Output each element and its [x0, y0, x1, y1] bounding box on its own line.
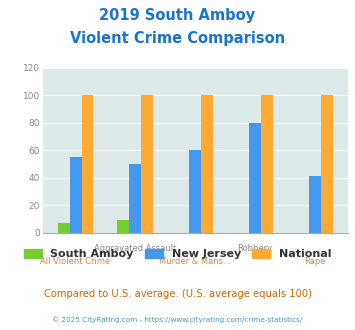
Bar	[82, 95, 93, 233]
Bar	[261, 95, 273, 233]
Bar	[58, 223, 70, 233]
Text: Compared to U.S. average. (U.S. average equals 100): Compared to U.S. average. (U.S. average …	[44, 289, 311, 299]
Bar	[201, 95, 213, 233]
Bar	[309, 176, 321, 233]
Legend: South Amboy, New Jersey, National: South Amboy, New Jersey, National	[20, 244, 335, 263]
Bar	[70, 157, 82, 233]
Bar	[118, 220, 130, 233]
Text: Aggravated Assault: Aggravated Assault	[94, 244, 176, 253]
Bar	[321, 95, 333, 233]
Bar	[141, 95, 153, 233]
Bar	[249, 123, 261, 233]
Text: Robbery: Robbery	[237, 244, 273, 253]
Text: Violent Crime Comparison: Violent Crime Comparison	[70, 31, 285, 46]
Bar	[189, 150, 201, 233]
Bar	[130, 164, 141, 233]
Text: Rape: Rape	[304, 257, 326, 266]
Text: All Violent Crime: All Violent Crime	[40, 257, 111, 266]
Text: © 2025 CityRating.com - https://www.cityrating.com/crime-statistics/: © 2025 CityRating.com - https://www.city…	[53, 316, 302, 323]
Text: 2019 South Amboy: 2019 South Amboy	[99, 8, 256, 23]
Text: Murder & Mans...: Murder & Mans...	[159, 257, 231, 266]
